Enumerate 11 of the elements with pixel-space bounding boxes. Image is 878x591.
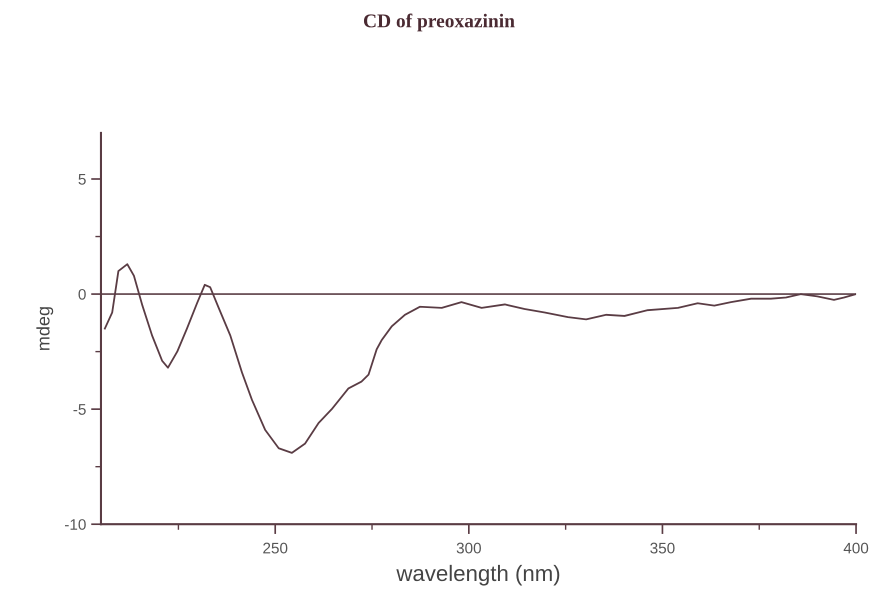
x-tick-label: 250 [263, 542, 288, 554]
y-axis-title: mdeg [36, 307, 54, 350]
y-tick-label: -10 [64, 519, 86, 530]
x-axis-title: wavelength (nm) [396, 564, 560, 586]
chart-title: CD of preoxazinin [364, 14, 515, 32]
x-tick-label: 300 [456, 542, 481, 554]
y-tick-label: 0 [78, 288, 86, 300]
x-tick-label: 400 [844, 542, 868, 554]
x-tick-label: 350 [650, 542, 675, 554]
y-tick-label: -5 [73, 404, 86, 415]
y-tick-label: 5 [78, 174, 86, 185]
